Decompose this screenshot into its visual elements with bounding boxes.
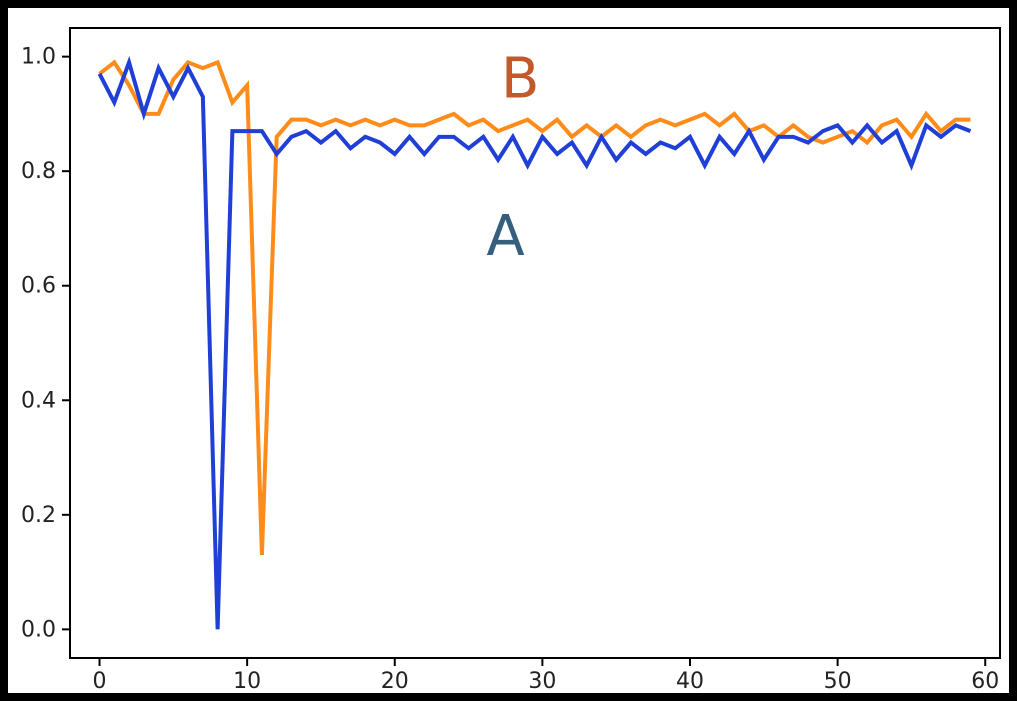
series-b-label: B — [501, 47, 539, 112]
x-tick-label: 20 — [381, 669, 409, 694]
y-tick-label: 1.0 — [21, 45, 56, 70]
x-tick-label: 0 — [93, 669, 107, 694]
y-tick-label: 0.4 — [21, 388, 56, 413]
y-tick-label: 0.6 — [21, 274, 56, 299]
x-tick-label: 10 — [233, 669, 261, 694]
x-tick-label: 60 — [971, 669, 999, 694]
y-tick-label: 0.8 — [21, 159, 56, 184]
x-tick-label: 30 — [528, 669, 556, 694]
series-a-label: A — [486, 204, 524, 269]
y-tick-label: 0.0 — [21, 617, 56, 642]
x-tick-label: 40 — [676, 669, 704, 694]
line-chart: 0 10 20 30 40 50 60 0.0 0.2 0.4 0.6 0.8 1.0 B A — [0, 0, 1017, 701]
x-tick-label: 50 — [824, 669, 852, 694]
figure-outer: 0 10 20 30 40 50 60 0.0 0.2 0.4 0.6 0.8 1.0 B A — [0, 0, 1017, 701]
y-tick-label: 0.2 — [21, 503, 56, 528]
